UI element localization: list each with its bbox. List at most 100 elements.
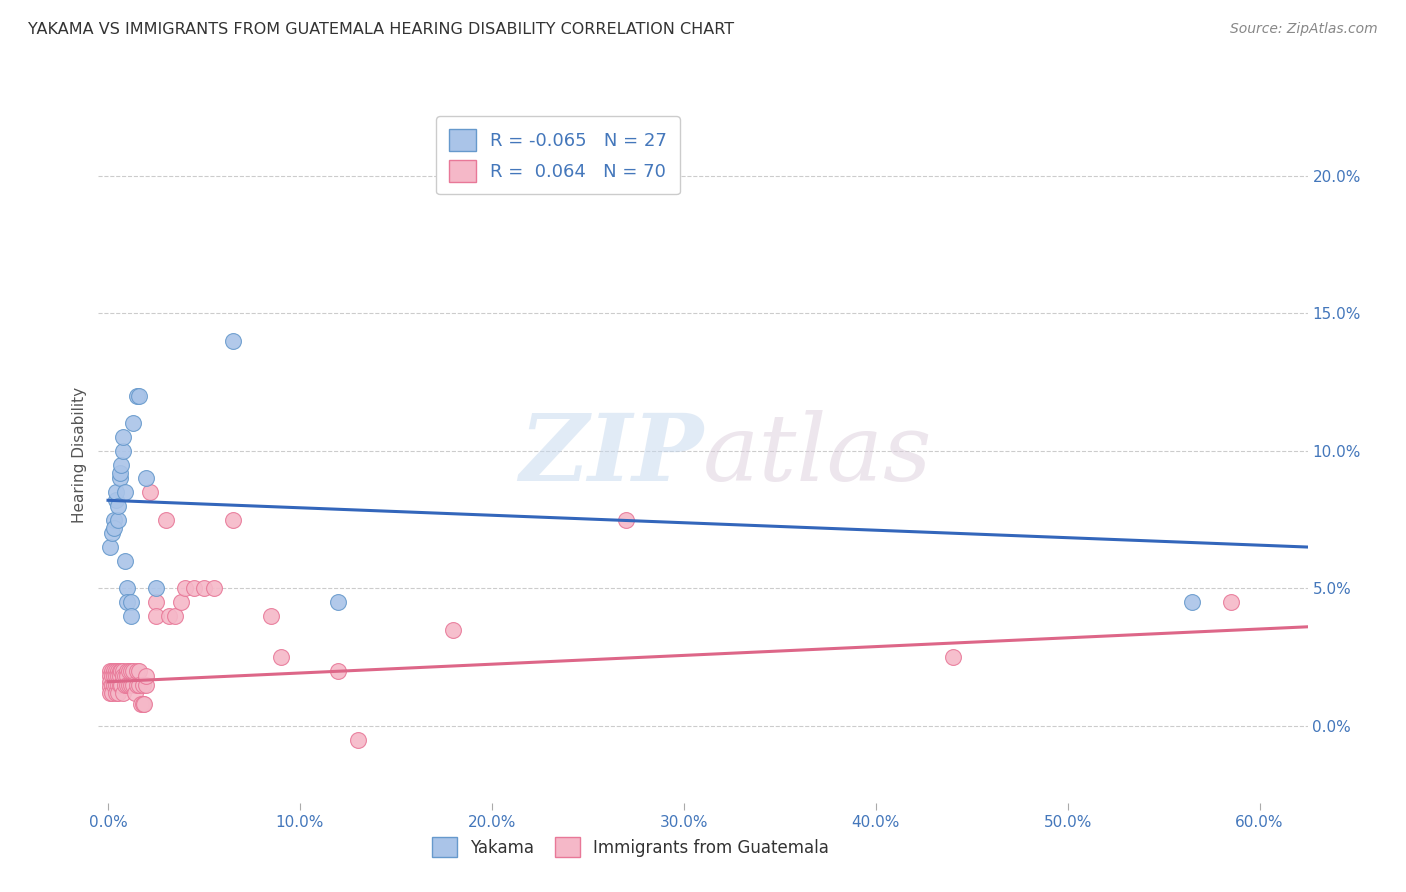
Point <box>120 664 142 678</box>
Point <box>98 669 121 683</box>
Point <box>107 677 129 691</box>
Point <box>1219 595 1241 609</box>
Point <box>120 608 142 623</box>
Point <box>98 540 121 554</box>
Point <box>103 664 125 678</box>
Point <box>108 466 131 480</box>
Point <box>145 582 167 596</box>
Point <box>183 582 205 596</box>
Point <box>115 582 138 596</box>
Point <box>115 664 138 678</box>
Point <box>110 664 132 678</box>
Point <box>107 686 129 700</box>
Point <box>155 512 177 526</box>
Point <box>115 595 138 609</box>
Point <box>107 499 129 513</box>
Point <box>115 669 138 683</box>
Point <box>98 681 121 695</box>
Point <box>114 669 136 683</box>
Point <box>125 677 148 691</box>
Point <box>101 526 124 541</box>
Point <box>131 677 153 691</box>
Point <box>103 512 125 526</box>
Point <box>101 677 124 691</box>
Point <box>941 650 963 665</box>
Point <box>614 512 637 526</box>
Point <box>101 669 124 683</box>
Point <box>131 697 153 711</box>
Point <box>108 471 131 485</box>
Point <box>107 512 129 526</box>
Point <box>98 674 121 689</box>
Point <box>1181 595 1204 609</box>
Point <box>260 608 283 623</box>
Text: Source: ZipAtlas.com: Source: ZipAtlas.com <box>1230 22 1378 37</box>
Point <box>128 677 150 691</box>
Point <box>114 554 136 568</box>
Point <box>120 595 142 609</box>
Point <box>114 677 136 691</box>
Point <box>328 595 350 609</box>
Point <box>104 686 127 700</box>
Point <box>443 623 465 637</box>
Point <box>98 664 121 678</box>
Point <box>145 595 167 609</box>
Point <box>112 430 135 444</box>
Point <box>118 664 141 678</box>
Point <box>112 664 135 678</box>
Point <box>125 664 148 678</box>
Point <box>222 334 245 348</box>
Point <box>104 664 127 678</box>
Point <box>139 485 162 500</box>
Point <box>122 417 145 431</box>
Point <box>120 677 142 691</box>
Point <box>103 677 125 691</box>
Point <box>128 664 150 678</box>
Text: YAKAMA VS IMMIGRANTS FROM GUATEMALA HEARING DISABILITY CORRELATION CHART: YAKAMA VS IMMIGRANTS FROM GUATEMALA HEAR… <box>28 22 734 37</box>
Point <box>128 389 150 403</box>
Point <box>110 458 132 472</box>
Point <box>159 608 181 623</box>
Point <box>114 485 136 500</box>
Y-axis label: Hearing Disability: Hearing Disability <box>72 387 87 523</box>
Point <box>104 493 127 508</box>
Point <box>112 686 135 700</box>
Point <box>108 677 131 691</box>
Point <box>103 521 125 535</box>
Point <box>125 389 148 403</box>
Point <box>101 664 124 678</box>
Point <box>124 686 146 700</box>
Point <box>270 650 292 665</box>
Text: ZIP: ZIP <box>519 410 703 500</box>
Text: atlas: atlas <box>703 410 932 500</box>
Point <box>104 485 127 500</box>
Point <box>108 664 131 678</box>
Point <box>108 669 131 683</box>
Point <box>107 669 129 683</box>
Point <box>222 512 245 526</box>
Point <box>110 677 132 691</box>
Legend: Yakama, Immigrants from Guatemala: Yakama, Immigrants from Guatemala <box>426 830 835 864</box>
Point <box>202 582 225 596</box>
Point <box>112 669 135 683</box>
Point <box>103 669 125 683</box>
Point <box>134 697 156 711</box>
Point <box>173 582 195 596</box>
Point <box>115 677 138 691</box>
Point <box>328 664 350 678</box>
Point <box>122 677 145 691</box>
Point <box>101 686 124 700</box>
Point <box>193 582 215 596</box>
Point <box>135 669 157 683</box>
Point <box>135 677 157 691</box>
Point <box>135 471 157 485</box>
Point <box>104 669 127 683</box>
Point <box>165 608 187 623</box>
Point <box>98 686 121 700</box>
Point <box>170 595 193 609</box>
Point <box>107 664 129 678</box>
Point <box>118 677 141 691</box>
Point <box>145 608 167 623</box>
Point <box>104 677 127 691</box>
Point <box>129 697 152 711</box>
